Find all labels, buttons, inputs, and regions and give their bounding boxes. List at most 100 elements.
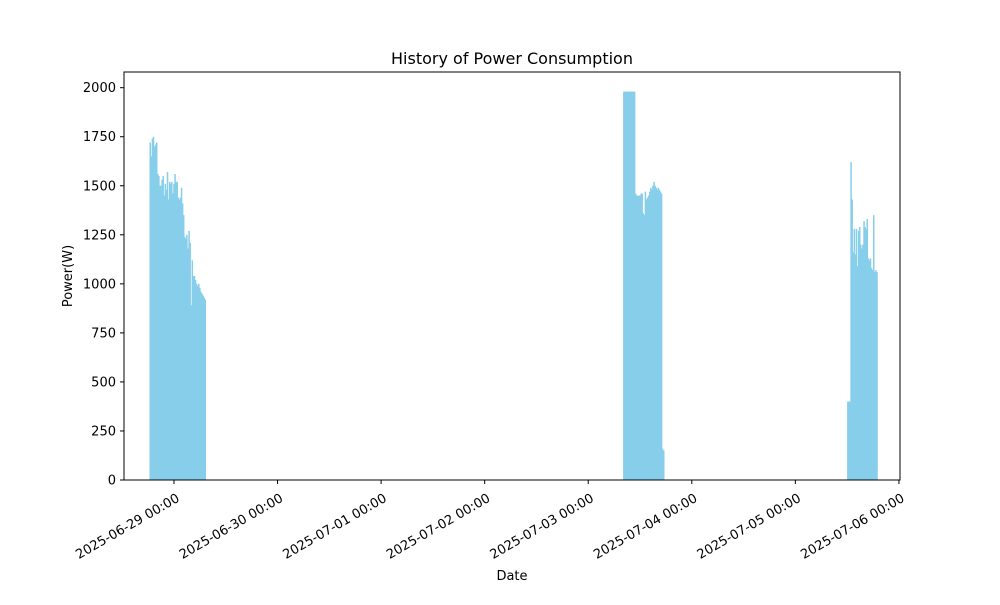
- bar-series-3-10: [857, 230, 860, 480]
- bar-series-1-20: [171, 181, 173, 480]
- bar-series-2-34: [659, 191, 662, 480]
- bar-series-2-25: [650, 187, 652, 481]
- bar-series-2-31: [656, 189, 659, 480]
- x-tick-label: 2025-06-30 00:00: [177, 491, 286, 563]
- bar-series-2-36: [661, 448, 664, 480]
- x-tick-label: 2025-07-05 00:00: [695, 491, 804, 563]
- bar-series-2-0: [623, 91, 625, 481]
- bar-series-1-32: [184, 236, 186, 480]
- x-tick-label: 2025-07-02 00:00: [384, 491, 493, 563]
- bar-series-1-9: [159, 185, 161, 480]
- bar-series-1-22: [173, 183, 175, 480]
- y-tick-label: 1500: [83, 179, 116, 194]
- bar-series-3-14: [862, 244, 864, 480]
- bar-series-1-28: [179, 197, 182, 481]
- bar-series-1-5: [154, 144, 157, 480]
- bar-series-1-31: [182, 215, 185, 480]
- bar-series-3-17: [865, 228, 867, 480]
- y-tick-label: 1000: [83, 277, 116, 292]
- bar-series-1-51: [204, 299, 207, 480]
- bar-series-2-18: [642, 213, 645, 481]
- y-tick-label: 750: [91, 326, 116, 341]
- bar-series-1-2: [151, 138, 154, 480]
- bar-series-1-40: [192, 276, 195, 480]
- bar-series-2-26: [651, 189, 653, 480]
- bar-series-1-38: [190, 305, 192, 480]
- bar-series-2-12: [636, 195, 638, 480]
- x-tick-label: 2025-06-29 00:00: [73, 491, 182, 563]
- bar-series-1-24: [175, 181, 177, 480]
- bar-series-2-19: [643, 215, 646, 480]
- bar-series-2-27: [652, 185, 654, 480]
- bar-series-1-3: [152, 136, 155, 481]
- y-axis-label: Power(W): [61, 245, 76, 307]
- bar-series-2-29: [654, 185, 656, 480]
- bar-series-1-39: [191, 260, 194, 480]
- bar-series-1-18: [168, 181, 171, 480]
- bar-series-3-0: [847, 401, 849, 480]
- bar-series-3-2: [849, 401, 851, 480]
- bar-series-3-24: [872, 215, 875, 480]
- bar-series-1-14: [164, 183, 167, 480]
- x-axis-label: Date: [496, 569, 527, 584]
- bar-series-1-30: [181, 203, 184, 481]
- bar-series-3-22: [870, 268, 873, 480]
- y-tick-label: 250: [91, 424, 116, 439]
- bar-series-3-9: [856, 266, 859, 480]
- bar-series-1-37: [189, 242, 191, 480]
- bar-series-2-13: [637, 195, 639, 480]
- bar-series-1-50: [203, 297, 205, 480]
- bar-series-2-37: [662, 450, 665, 480]
- bar-series-2-35: [660, 193, 663, 480]
- y-tick-label: 1250: [83, 228, 116, 243]
- bar-series-1-27: [178, 199, 181, 480]
- bar-series-1-15: [165, 189, 168, 480]
- bar-series-2-8: [631, 91, 634, 481]
- bar-series-1-11: [161, 179, 163, 480]
- bar-series-3-20: [868, 260, 871, 480]
- bar-series-1-4: [153, 146, 156, 481]
- bar-series-2-2: [625, 91, 627, 481]
- bar-series-1-29: [180, 187, 183, 481]
- bar-series-1-13: [163, 195, 166, 480]
- chart-title: History of Power Consumption: [391, 49, 633, 68]
- bar-series-1-19: [169, 183, 172, 480]
- bar-series-1-47: [200, 291, 202, 480]
- bar-series-1-36: [188, 230, 190, 480]
- bar-series-2-4: [627, 91, 629, 481]
- bar-series-3-12: [860, 244, 862, 480]
- y-tick-label: 0: [108, 474, 116, 489]
- bar-series-3-19: [867, 258, 870, 480]
- bar-series-2-10: [633, 91, 636, 481]
- bar-series-1-25: [176, 181, 178, 480]
- bar-series-1-33: [185, 238, 187, 480]
- bar-series-1-12: [162, 175, 164, 480]
- bar-series-3-13: [861, 248, 863, 480]
- bar-series-2-22: [646, 197, 649, 481]
- bar-series-2-15: [639, 195, 641, 480]
- bar-series-1-8: [158, 175, 160, 480]
- bar-series-2-14: [638, 195, 640, 480]
- y-tick-label: 500: [91, 375, 116, 390]
- bar-series-1-16: [166, 172, 169, 481]
- bar-series-2-33: [658, 189, 661, 480]
- bar-series-3-18: [866, 219, 869, 480]
- bar-series-1-48: [201, 293, 203, 480]
- bar-series-3-6: [853, 228, 856, 480]
- bar-series-3-11: [858, 226, 861, 480]
- bar-series-1-41: [193, 276, 196, 480]
- bar-series-2-5: [628, 91, 630, 481]
- bar-series-2-32: [657, 187, 660, 481]
- plot-frame: [123, 71, 901, 481]
- bar-series-1-6: [155, 142, 158, 480]
- bar-series-2-20: [644, 191, 647, 480]
- bar-series-1-10: [160, 185, 162, 480]
- bar-series-3-27: [876, 272, 878, 480]
- bar-series-3-26: [875, 270, 877, 480]
- bar-series-1-43: [195, 283, 198, 480]
- bar-series-2-23: [647, 195, 650, 480]
- bar-series-2-9: [632, 91, 635, 481]
- bar-series-3-3: [850, 162, 852, 481]
- bar-series-3-25: [874, 272, 876, 480]
